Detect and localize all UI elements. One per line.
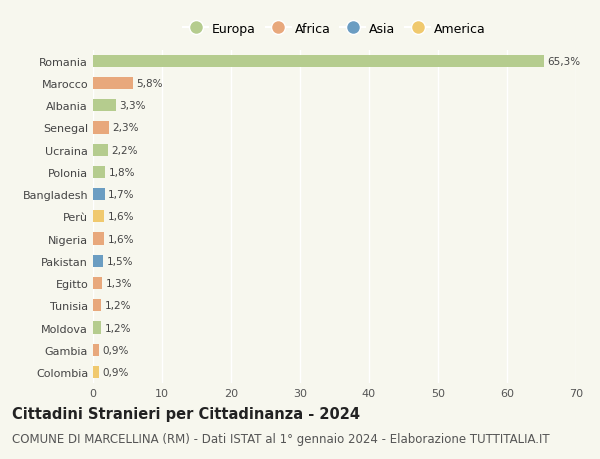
Bar [93,144,108,157]
Bar [93,56,544,67]
Text: 1,5%: 1,5% [107,256,133,266]
Bar [93,344,99,356]
Text: 2,3%: 2,3% [112,123,139,133]
Legend: Europa, Africa, Asia, America: Europa, Africa, Asia, America [181,20,488,38]
Bar [93,322,101,334]
Text: 1,6%: 1,6% [107,234,134,244]
Text: 1,7%: 1,7% [108,190,134,200]
Bar [93,167,106,179]
Bar [93,255,103,267]
Bar [93,122,109,134]
Bar [93,277,102,290]
Bar [93,300,101,312]
Bar [93,366,99,378]
Text: 2,2%: 2,2% [112,146,138,155]
Text: Cittadini Stranieri per Cittadinanza - 2024: Cittadini Stranieri per Cittadinanza - 2… [12,406,360,421]
Text: 0,9%: 0,9% [103,367,129,377]
Text: 1,3%: 1,3% [106,279,132,288]
Text: 1,8%: 1,8% [109,168,136,178]
Bar [93,100,116,112]
Bar [93,189,105,201]
Text: 1,2%: 1,2% [105,323,131,333]
Text: 1,6%: 1,6% [107,212,134,222]
Text: 3,3%: 3,3% [119,101,146,111]
Bar [93,233,104,245]
Text: 5,8%: 5,8% [136,79,163,89]
Bar [93,211,104,223]
Text: 0,9%: 0,9% [103,345,129,355]
Text: 65,3%: 65,3% [547,56,580,67]
Text: 1,2%: 1,2% [105,301,131,311]
Bar [93,78,133,90]
Text: COMUNE DI MARCELLINA (RM) - Dati ISTAT al 1° gennaio 2024 - Elaborazione TUTTITA: COMUNE DI MARCELLINA (RM) - Dati ISTAT a… [12,432,550,445]
